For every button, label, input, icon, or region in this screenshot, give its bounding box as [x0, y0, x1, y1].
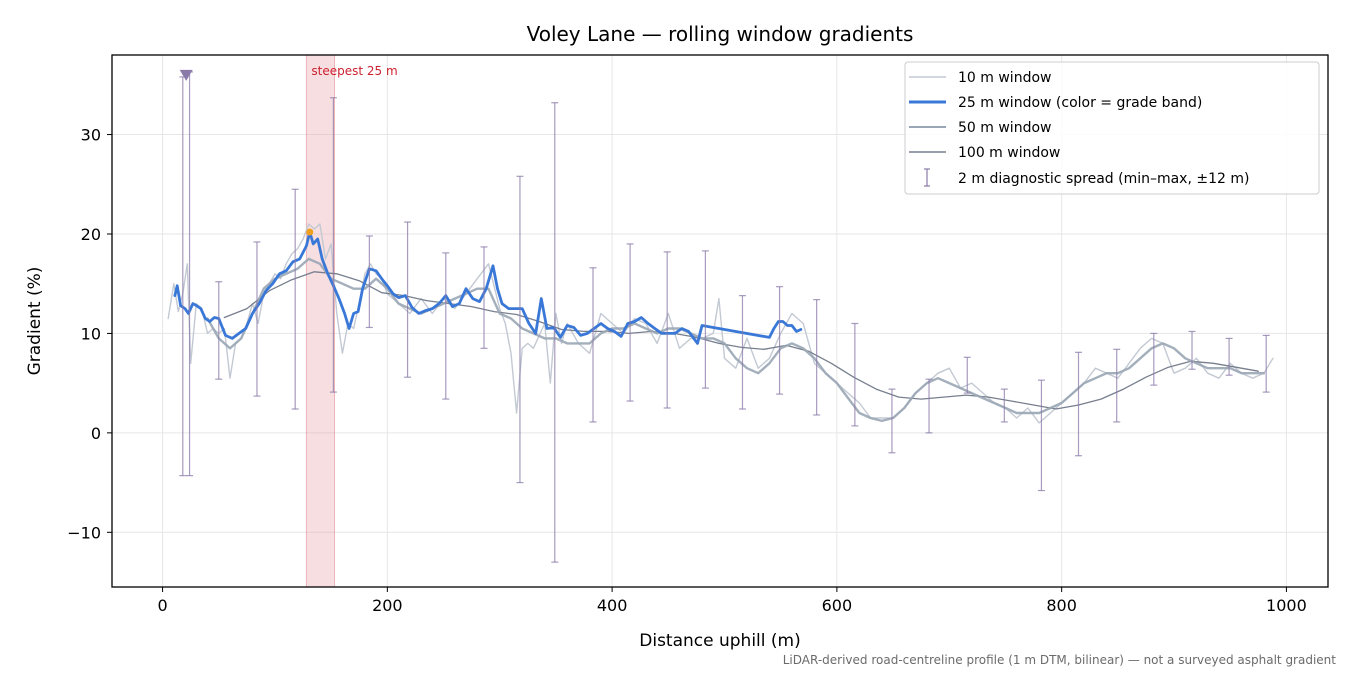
spread-bar-29: [1225, 337, 1233, 376]
x-tick-label-3: 600: [822, 596, 853, 615]
y-tick-label-1: 0: [91, 424, 101, 443]
x-tick-label-4: 800: [1046, 596, 1077, 615]
chart-title: Voley Lane — rolling window gradients: [527, 22, 914, 46]
spread-bar-14: [663, 251, 671, 409]
spread-bar-11: [551, 102, 559, 563]
spread-bar-25: [1075, 351, 1083, 457]
series-line-100m: [223, 271, 1259, 410]
spread-bar-24: [1037, 379, 1045, 492]
spread-bar-5: [329, 97, 337, 393]
series-line-50m: [206, 257, 1266, 423]
x-axis-label: Distance uphill (m): [639, 631, 800, 651]
spread-bar-30: [1262, 334, 1270, 393]
footnote: LiDAR-derived road-centreline profile (1…: [783, 653, 1337, 667]
steepest-peak-marker: [306, 228, 314, 236]
legend-label-50m: 50 m window: [958, 120, 1051, 136]
diagnostic-spread: [179, 71, 1270, 563]
spread-bar-17: [776, 286, 784, 395]
series-line-25m: [173, 230, 803, 345]
spread-bar-2: [215, 281, 223, 380]
legend-label-100m: 100 m window: [958, 145, 1060, 161]
legend-label-10m: 10 m window: [958, 70, 1051, 86]
highlight-band: [305, 54, 336, 588]
spread-bar-13: [626, 243, 634, 402]
x-axis: 0 200 400 600 800 1000: [157, 587, 1307, 615]
y-axis: −10 0 10 20 30: [67, 126, 112, 542]
y-tick-label-3: 20: [81, 225, 101, 244]
spread-bar-4: [291, 188, 299, 410]
spread-bar-3: [253, 241, 261, 397]
legend-box: [904, 61, 1320, 195]
x-tick-label-5: 1000: [1266, 596, 1307, 615]
spread-bar-10: [516, 175, 524, 484]
spread-bar-18: [813, 299, 821, 416]
markers-layer: [179, 69, 314, 236]
spread-bar-16: [738, 295, 746, 410]
spread-bar-22: [963, 356, 971, 394]
spread-bar-12: [589, 267, 597, 423]
spread-bar-28: [1188, 330, 1196, 370]
legend: 10 m window 25 m window (color = grade b…: [904, 61, 1320, 195]
highlight-label: steepest 25 m: [311, 64, 397, 78]
spread-bar-9: [480, 246, 488, 349]
clipped-value-marker: [179, 69, 193, 81]
spread-bar-7: [404, 221, 412, 378]
x-tick-label-0: 0: [157, 596, 167, 615]
spread-bar-27: [1150, 332, 1158, 386]
y-axis-label: Gradient (%): [25, 267, 45, 376]
spread-bar-15: [701, 250, 709, 389]
steepest-highlight: steepest 25 m: [305, 54, 398, 588]
y-tick-label-0: −10: [67, 523, 101, 542]
legend-swatch-spread: [924, 168, 930, 187]
spread-bar-20: [888, 388, 896, 454]
spread-bar-8: [442, 252, 450, 400]
spread-bar-23: [1000, 388, 1008, 423]
legend-label-spread: 2 m diagnostic spread (min–max, ±12 m): [958, 171, 1249, 187]
spread-bar-21: [925, 378, 933, 434]
y-tick-label-2: 10: [81, 324, 101, 343]
legend-label-25m: 25 m window (color = grade band): [958, 95, 1202, 111]
x-tick-label-2: 400: [597, 596, 628, 615]
plot-frame: [111, 54, 1329, 588]
spread-bar-6: [365, 235, 373, 329]
spread-bar-26: [1113, 348, 1121, 423]
x-tick-label-1: 200: [372, 596, 403, 615]
spread-bar-19: [851, 322, 859, 427]
y-tick-label-4: 30: [81, 126, 101, 145]
